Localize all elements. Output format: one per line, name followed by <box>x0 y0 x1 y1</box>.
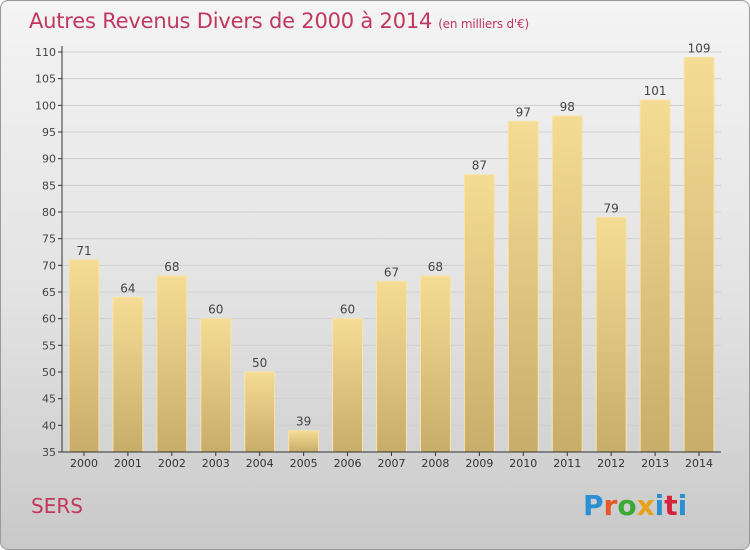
y-tick-label: 65 <box>42 286 56 299</box>
x-tick-label: 2006 <box>334 457 362 470</box>
data-label: 60 <box>340 303 355 317</box>
logo-letter: r <box>603 489 618 522</box>
y-tick-label: 90 <box>42 153 56 166</box>
logo-letter: P <box>583 489 604 522</box>
bar <box>288 430 320 453</box>
bar <box>244 371 276 453</box>
x-tick-label: 2003 <box>202 457 230 470</box>
bar <box>68 259 100 453</box>
y-tick-label: 85 <box>42 179 56 192</box>
x-tick-label: 2010 <box>509 457 537 470</box>
logo-letter: t <box>664 489 678 522</box>
y-tick-label: 40 <box>42 419 56 432</box>
data-label: 60 <box>208 303 223 317</box>
logo-letter: x <box>636 489 655 522</box>
x-tick-label: 2007 <box>378 457 406 470</box>
y-tick-label: 75 <box>42 233 56 246</box>
data-label: 98 <box>560 100 575 114</box>
bar <box>112 296 144 453</box>
y-tick-label: 70 <box>42 259 56 272</box>
y-tick-label: 45 <box>42 393 56 406</box>
x-tick-label: 2000 <box>70 457 98 470</box>
data-label: 50 <box>252 356 267 370</box>
x-tick-label: 2014 <box>685 457 713 470</box>
y-tick-label: 50 <box>42 366 56 379</box>
bar <box>200 318 232 453</box>
bar <box>507 120 539 453</box>
bar <box>683 56 715 453</box>
x-tick-label: 2013 <box>641 457 669 470</box>
data-label: 79 <box>604 201 619 215</box>
data-label: 87 <box>472 159 487 173</box>
x-tick-label: 2004 <box>246 457 274 470</box>
y-tick-label: 35 <box>42 446 56 459</box>
bar <box>595 216 627 453</box>
title-subtitle: (en milliers d'€) <box>438 17 529 31</box>
labels: 35 40 45 50 55 60 65 70 75 80 85 90 95 100 105 110 71 200… <box>35 41 713 470</box>
x-tick-label: 2009 <box>465 457 493 470</box>
x-tick-label: 2008 <box>421 457 449 470</box>
y-tick-label: 110 <box>35 46 56 59</box>
data-label: 71 <box>76 244 91 258</box>
y-tick-label: 55 <box>42 339 56 352</box>
y-tick-label: 105 <box>35 73 56 86</box>
title-text: Autres Revenus Divers de 2000 à 2014 <box>29 9 433 33</box>
proxiti-logo: Proxiti <box>583 489 687 522</box>
bar <box>463 174 495 453</box>
x-tick-label: 2002 <box>158 457 186 470</box>
x-tick-label: 2012 <box>597 457 625 470</box>
place-name: SERS <box>31 494 83 518</box>
y-tick-label: 95 <box>42 126 56 139</box>
y-tick-label: 80 <box>42 206 56 219</box>
bar <box>419 275 451 453</box>
y-tick-label: 100 <box>35 99 56 112</box>
bar <box>332 318 364 453</box>
logo-letter: i <box>654 489 665 522</box>
x-tick-label: 2005 <box>290 457 318 470</box>
bar <box>639 99 671 453</box>
data-label: 97 <box>516 105 531 119</box>
bars <box>68 56 715 453</box>
logo-letter: i <box>677 489 688 522</box>
axes <box>58 46 721 456</box>
chart-title: Autres Revenus Divers de 2000 à 2014 (en … <box>29 9 529 33</box>
data-label: 68 <box>428 260 443 274</box>
bar <box>551 115 583 453</box>
data-label: 67 <box>384 265 399 279</box>
bar <box>376 280 407 453</box>
bar <box>156 275 188 453</box>
data-label: 64 <box>120 281 135 295</box>
data-label: 39 <box>296 415 311 429</box>
data-label: 101 <box>644 84 667 98</box>
data-label: 109 <box>688 41 711 55</box>
x-tick-label: 2001 <box>114 457 142 470</box>
logo-letter: o <box>617 489 637 522</box>
x-tick-label: 2011 <box>553 457 581 470</box>
y-tick-label: 60 <box>42 313 56 326</box>
data-label: 68 <box>164 260 179 274</box>
